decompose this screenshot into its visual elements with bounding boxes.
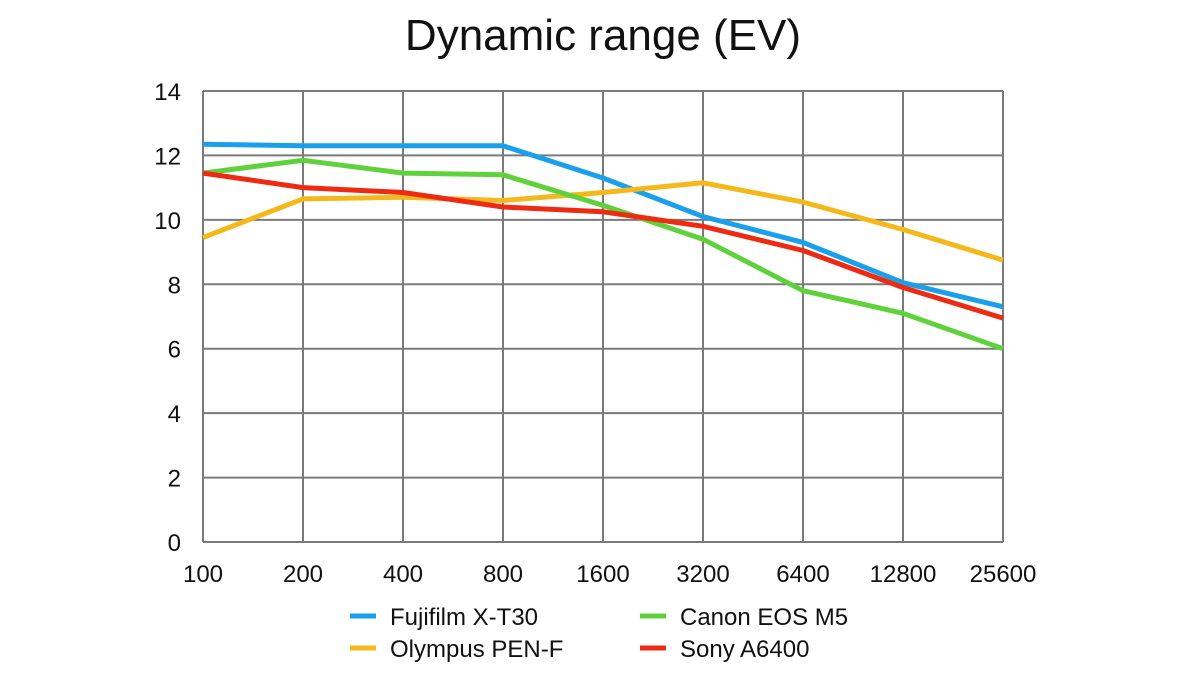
y-tick-label: 10 — [154, 208, 181, 235]
y-tick-label: 14 — [154, 79, 181, 106]
y-tick-label: 4 — [168, 401, 181, 428]
legend-label-fujifilm-x-t30: Fujifilm X-T30 — [390, 604, 538, 631]
y-tick-label: 12 — [154, 143, 181, 170]
series-lines — [202, 141, 1004, 352]
x-tick-label: 25600 — [970, 561, 1037, 588]
x-tick-label: 1600 — [576, 561, 629, 588]
x-axis-ticks: 100 200 400 800 1600 3200 6400 12800 25600 — [183, 561, 1036, 588]
series-line-sony-a6400 — [202, 170, 1004, 321]
series-line-canon-eos-m5 — [202, 157, 1004, 352]
x-tick-label: 100 — [183, 561, 223, 588]
chart-title: Dynamic range (EV) — [405, 11, 801, 60]
y-tick-label: 2 — [168, 466, 181, 493]
x-tick-label: 6400 — [776, 561, 829, 588]
legend-label-olympus-pen-f: Olympus PEN-F — [390, 636, 563, 663]
y-tick-label: 0 — [168, 530, 181, 557]
x-tick-label: 800 — [483, 561, 523, 588]
x-tick-label: 200 — [283, 561, 323, 588]
series-line-fujifilm-x-t30 — [202, 141, 1004, 310]
y-axis-ticks: 0 2 4 6 8 10 12 14 — [154, 79, 181, 557]
legend-label-sony-a6400: Sony A6400 — [680, 636, 809, 663]
grid — [202, 90, 1004, 543]
x-tick-label: 3200 — [676, 561, 729, 588]
series-line-olympus-pen-f — [202, 180, 1004, 263]
legend-label-canon-eos-m5: Canon EOS M5 — [680, 604, 848, 631]
x-tick-label: 12800 — [870, 561, 937, 588]
y-tick-label: 6 — [168, 337, 181, 364]
x-tick-label: 400 — [383, 561, 423, 588]
legend: Fujifilm X-T30 Olympus PEN-F Canon EOS M5 S… — [350, 604, 848, 663]
y-tick-label: 8 — [168, 272, 181, 299]
